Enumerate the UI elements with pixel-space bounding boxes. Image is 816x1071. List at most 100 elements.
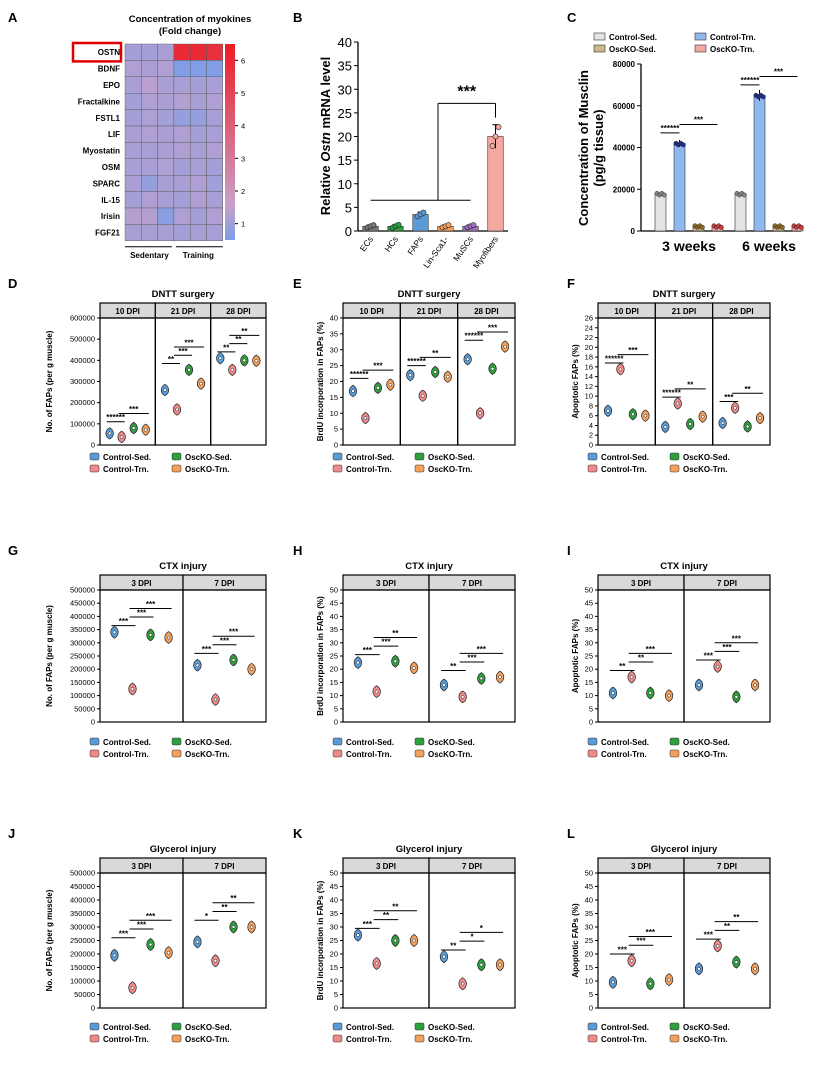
y-axis-label: Apoptotic FAPs (%) — [571, 903, 580, 978]
data-point — [187, 368, 191, 372]
heatmap-cell — [173, 60, 191, 78]
y-tick-label: 25 — [585, 936, 593, 945]
legend-label: OscKO-Trn. — [683, 1035, 727, 1044]
legend-label: OscKO-Sed. — [185, 453, 232, 462]
significance-label: *** — [646, 928, 656, 937]
legend-swatch — [669, 737, 680, 746]
significance-label: ** — [221, 903, 228, 912]
data-point — [643, 413, 648, 418]
y-tick-label: 40 — [330, 612, 338, 621]
data-point — [166, 950, 171, 955]
panel-letter-b: B — [293, 10, 302, 25]
significance-label: *** — [774, 68, 784, 77]
y-tick-label: 30 — [330, 345, 338, 354]
heatmap-cell — [124, 43, 142, 61]
y-axis-label: No. of FAPs (per g muscle) — [45, 605, 54, 707]
heatmap-cell — [124, 76, 142, 94]
facet-label: 7 DPI — [214, 862, 234, 871]
y-axis-label-line2: (pg/g tissue) — [591, 109, 606, 186]
data-point — [421, 394, 425, 398]
heatmap-row-label: FGF21 — [95, 229, 120, 238]
legend-label: OscKO-Sed. — [683, 1023, 730, 1032]
data-point — [606, 409, 610, 413]
heatmap-cell — [157, 207, 175, 225]
y-tick-label: 8 — [589, 401, 593, 410]
heatmap-cell — [189, 92, 207, 110]
legend-swatch — [414, 737, 425, 746]
data-point — [753, 683, 757, 687]
legend-swatch — [89, 737, 100, 746]
violin-chart-panel-h: CTX injury 3 DPI 7 DPI 0 5 10 15 20 25 30 35 40 45 50… — [316, 561, 516, 759]
heatmap-cell — [206, 125, 223, 143]
legend-label: OscKO-Sed. — [428, 1023, 475, 1032]
data-point — [741, 192, 747, 198]
heatmap-cell — [157, 76, 175, 94]
significance-label: ****** — [605, 354, 625, 363]
significance-label: *** — [146, 600, 156, 609]
y-tick-label: 400000 — [70, 356, 95, 365]
significance-label: ****** — [106, 413, 126, 422]
facet-label: 7 DPI — [214, 579, 234, 588]
legend-label: Control-Sed. — [601, 453, 649, 462]
heatmap-cell — [206, 109, 223, 127]
data-point — [445, 374, 450, 379]
chart-title: Glycerol injury — [150, 844, 217, 855]
heatmap-row-label: SPARC — [93, 179, 121, 188]
legend-label: OscKO-Sed. — [428, 453, 475, 462]
significance-label: ** — [619, 662, 626, 671]
legend-swatch — [593, 32, 606, 41]
heatmap-cell — [189, 60, 207, 78]
data-point — [351, 389, 355, 393]
data-point — [734, 695, 739, 699]
legend-swatch — [694, 44, 707, 53]
facet-label: 7 DPI — [462, 862, 482, 871]
y-tick-label: 2 — [589, 431, 593, 440]
data-point — [663, 425, 668, 429]
y-tick-label: 500000 — [70, 869, 95, 878]
facet-label: 7 DPI — [717, 862, 737, 871]
data-point — [148, 942, 153, 947]
data-point — [700, 414, 705, 419]
heatmap-cell — [206, 92, 223, 110]
data-point — [629, 959, 634, 963]
significance-label: ** — [432, 349, 439, 358]
x-tick-label: MuSCs — [451, 234, 475, 263]
data-point — [498, 675, 502, 679]
facet-frame — [210, 317, 267, 446]
data-point — [112, 953, 117, 958]
data-point — [442, 683, 446, 687]
chart-title: DNTT surgery — [152, 289, 216, 300]
legend-label: Control-Sed. — [103, 738, 151, 747]
y-axis-label: Apoptotic FAPs (%) — [571, 619, 580, 694]
data-point — [745, 424, 750, 429]
y-tick-label: 150000 — [70, 963, 95, 972]
facet-frame — [99, 872, 184, 1009]
data-point — [408, 373, 413, 377]
data-point — [465, 357, 470, 362]
legend-label: Control-Trn. — [346, 750, 392, 759]
legend-swatch — [89, 1034, 100, 1043]
significance-label: ** — [392, 629, 399, 638]
data-point — [412, 938, 416, 943]
significance-label: *** — [202, 645, 212, 654]
heatmap-title: Concentration of myokines — [129, 14, 251, 25]
legend-label: Control-Sed. — [601, 738, 649, 747]
y-tick-label: 350000 — [70, 625, 95, 634]
y-tick-label: 10 — [585, 392, 593, 401]
data-point — [388, 382, 393, 387]
legend-swatch — [414, 1034, 425, 1043]
legend-swatch — [669, 1022, 680, 1031]
heatmap-cell — [173, 224, 191, 241]
y-tick-label: 450000 — [70, 882, 95, 891]
data-point — [242, 358, 247, 363]
data-point — [611, 980, 615, 985]
colorbar-tick-label: 2 — [241, 187, 245, 196]
significance-label: *** — [129, 405, 139, 414]
data-point — [213, 959, 218, 963]
data-point — [395, 221, 402, 228]
heatmap-row-label: IL-15 — [101, 196, 120, 205]
significance-label: *** — [488, 323, 498, 332]
significance-label: ** — [223, 343, 230, 352]
